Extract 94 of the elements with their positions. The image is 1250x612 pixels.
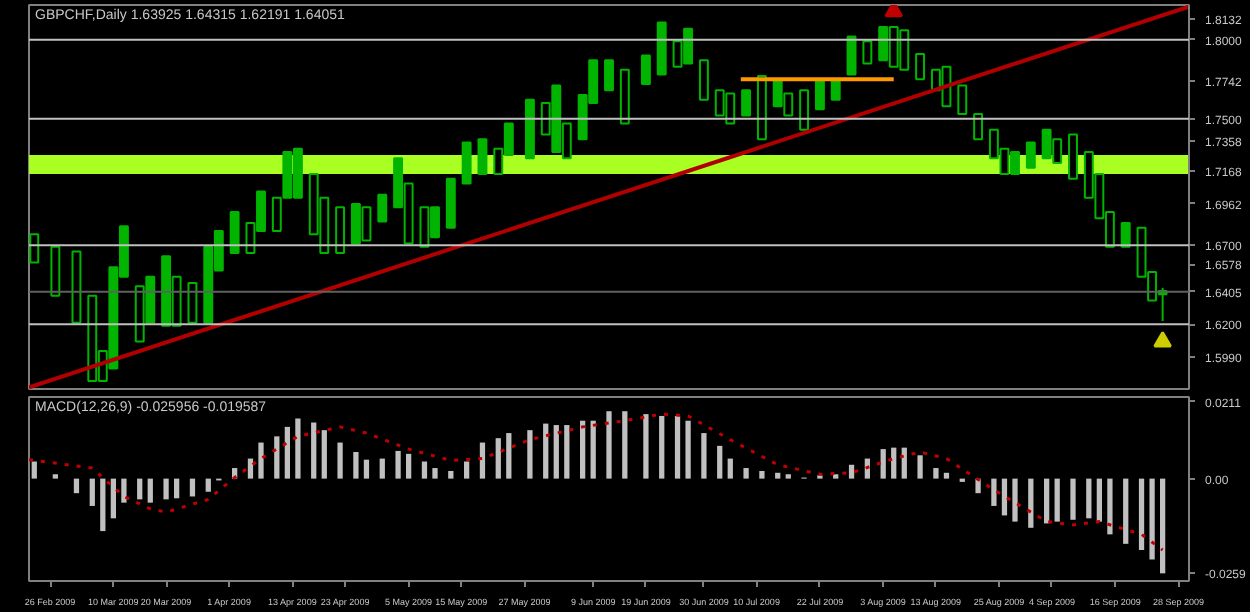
bar — [1070, 478, 1076, 520]
bar — [1054, 478, 1060, 522]
bar — [1149, 478, 1155, 560]
bar — [395, 450, 401, 479]
bar — [643, 414, 649, 479]
bar — [564, 425, 570, 479]
bar — [1044, 478, 1050, 524]
bar — [406, 453, 412, 479]
candlestick — [461, 141, 472, 185]
bar — [110, 478, 116, 519]
bar — [321, 430, 327, 479]
candlestick — [973, 113, 984, 141]
candlestick — [377, 193, 388, 223]
bar — [495, 438, 501, 479]
bar — [901, 447, 907, 479]
bar — [121, 478, 127, 503]
bar — [580, 420, 586, 479]
bar — [295, 418, 301, 479]
bar — [421, 461, 428, 479]
bar — [1160, 478, 1166, 574]
bar — [506, 433, 512, 479]
bar — [590, 420, 596, 479]
bar — [274, 436, 280, 479]
bar — [363, 459, 370, 479]
bar — [258, 442, 264, 479]
candlestick — [229, 211, 240, 255]
bar — [1107, 478, 1113, 535]
bar — [432, 468, 438, 479]
bar — [553, 425, 559, 479]
bar — [189, 478, 196, 497]
bar — [975, 478, 981, 494]
bar — [89, 478, 95, 506]
bar — [1001, 478, 1008, 516]
bar — [743, 468, 749, 479]
bar — [479, 442, 486, 479]
bar — [1138, 478, 1145, 551]
bar — [880, 449, 886, 479]
bar — [659, 415, 665, 479]
bar — [848, 464, 855, 479]
bar — [943, 472, 950, 479]
bar — [1086, 478, 1092, 519]
bar — [685, 420, 691, 479]
candlestick — [1025, 141, 1036, 169]
candlestick — [799, 89, 810, 131]
candlestick — [187, 282, 198, 324]
line-series — [29, 412, 1165, 552]
bar — [205, 478, 211, 492]
bar — [991, 478, 997, 506]
bar — [100, 478, 106, 532]
bar — [775, 472, 781, 479]
bar — [247, 458, 254, 479]
candlestick — [862, 40, 873, 65]
bar — [622, 411, 628, 479]
candlestick — [640, 54, 651, 86]
candlestick — [477, 138, 488, 176]
bar — [701, 433, 707, 479]
bar — [147, 478, 153, 503]
bar — [379, 458, 385, 479]
bar — [163, 478, 169, 500]
candlestick — [29, 233, 40, 264]
bar — [1123, 478, 1129, 544]
candlestick — [335, 206, 346, 255]
candlestick — [957, 84, 968, 116]
bar — [174, 478, 180, 499]
candlestick — [1068, 133, 1078, 180]
bar — [1028, 478, 1034, 528]
bar — [464, 461, 470, 479]
candlestick — [814, 78, 825, 111]
bar — [917, 455, 923, 479]
bar — [727, 458, 733, 479]
bar — [891, 447, 897, 479]
bar — [543, 423, 549, 479]
bar — [137, 478, 143, 500]
bar — [311, 422, 317, 479]
candlestick — [604, 59, 614, 92]
bar — [337, 442, 343, 479]
bar — [1096, 478, 1102, 522]
bar — [73, 478, 80, 494]
candlestick — [1120, 222, 1131, 248]
bar — [1012, 478, 1018, 522]
bar — [933, 468, 939, 479]
bar — [353, 452, 359, 479]
bar — [527, 430, 533, 479]
bar — [674, 415, 681, 479]
candlestick — [846, 35, 857, 76]
candlestick — [698, 59, 709, 101]
candlestick — [741, 89, 752, 117]
candlestick — [915, 52, 926, 81]
bar — [31, 461, 37, 479]
bar — [606, 411, 612, 479]
bar — [717, 445, 723, 479]
bar — [759, 470, 765, 479]
bar — [448, 470, 454, 479]
bar — [284, 426, 290, 479]
